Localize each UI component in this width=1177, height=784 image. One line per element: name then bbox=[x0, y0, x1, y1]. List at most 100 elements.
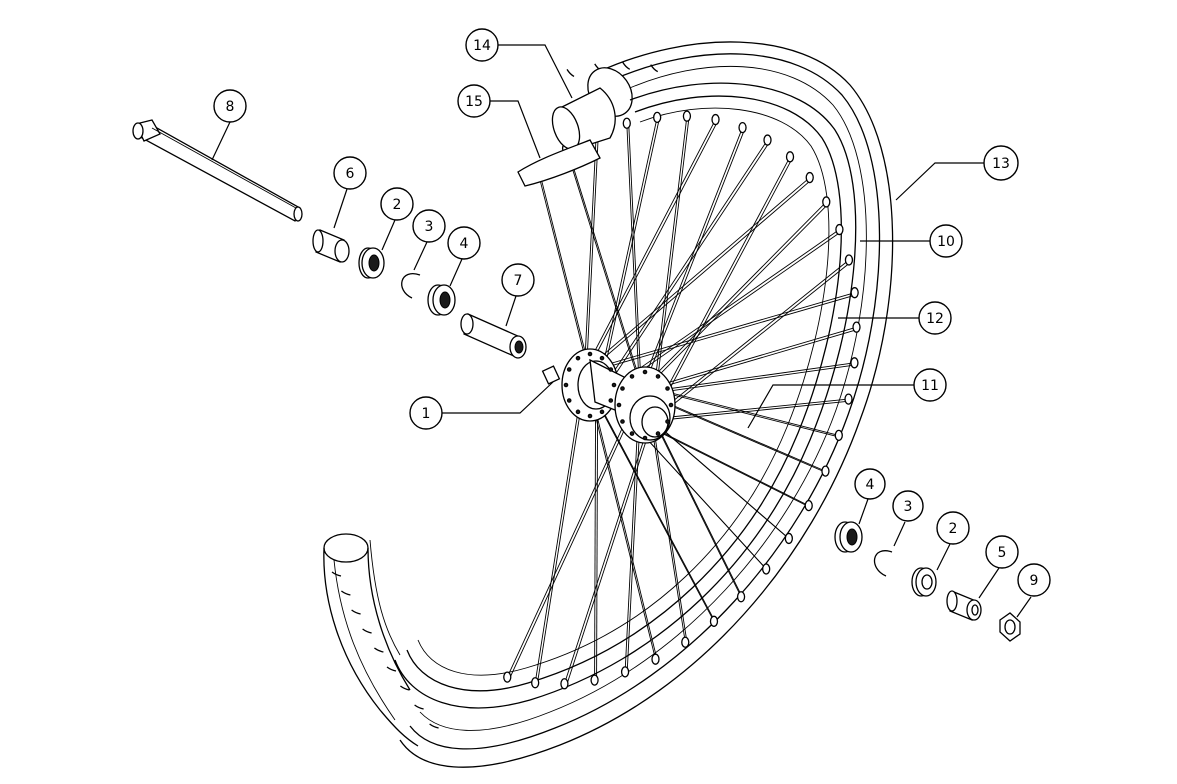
spoke bbox=[653, 421, 688, 644]
spoke bbox=[507, 391, 639, 677]
tread-mark bbox=[352, 610, 361, 614]
hub-hole bbox=[612, 383, 616, 387]
spoke-nipple bbox=[845, 394, 852, 404]
svg-text:2: 2 bbox=[393, 197, 402, 213]
svg-text:9: 9 bbox=[1030, 573, 1039, 589]
callout-7: 7 bbox=[502, 264, 534, 296]
tread-mark bbox=[363, 629, 372, 633]
spoke bbox=[653, 421, 791, 540]
spoke-nipple bbox=[710, 616, 717, 626]
svg-text:10: 10 bbox=[937, 234, 955, 250]
spoke-nipple bbox=[504, 672, 511, 682]
svg-text:4: 4 bbox=[866, 477, 875, 493]
bearing-4-upper bbox=[428, 285, 455, 315]
hub-hole bbox=[617, 403, 621, 407]
spoke-nipple bbox=[622, 667, 629, 677]
callout-15: 15 bbox=[458, 85, 490, 117]
circlip-3-lower bbox=[875, 551, 892, 576]
svg-text:1: 1 bbox=[422, 406, 431, 422]
callout-3-upper: 3 bbox=[413, 210, 445, 242]
tread-mark bbox=[651, 65, 658, 72]
spacer-5 bbox=[947, 591, 981, 620]
tread-mark bbox=[387, 667, 396, 671]
hub-hole bbox=[643, 370, 647, 374]
rim-tape-15 bbox=[518, 140, 600, 186]
hub-hole bbox=[588, 414, 592, 418]
callout-4-upper: 4 bbox=[448, 227, 480, 259]
spoke-nipple bbox=[845, 255, 852, 265]
spoke bbox=[586, 180, 811, 373]
svg-text:6: 6 bbox=[346, 166, 355, 182]
spokes bbox=[507, 116, 858, 686]
callout-13: 13 bbox=[984, 146, 1018, 180]
circlip-3-upper bbox=[402, 274, 420, 298]
hub-hole bbox=[567, 368, 571, 372]
spoke-nipple bbox=[738, 592, 745, 602]
hub-hole bbox=[609, 368, 613, 372]
leader-lines bbox=[212, 45, 1031, 617]
spoke-nipple bbox=[623, 118, 630, 128]
spoke-nipple bbox=[683, 111, 690, 121]
svg-text:12: 12 bbox=[926, 311, 944, 327]
hub-hole bbox=[588, 352, 592, 356]
spoke-nipple bbox=[785, 533, 792, 543]
spoke-nipple bbox=[739, 123, 746, 133]
spoke bbox=[566, 421, 652, 686]
spoke bbox=[641, 329, 858, 393]
spoke-nipple bbox=[835, 430, 842, 440]
spoke-nipple bbox=[763, 564, 770, 574]
svg-text:3: 3 bbox=[904, 499, 913, 515]
spoke-nipple bbox=[823, 197, 830, 207]
svg-text:7: 7 bbox=[514, 273, 523, 289]
spoke bbox=[595, 399, 596, 680]
hub-hole bbox=[630, 375, 634, 379]
svg-text:14: 14 bbox=[473, 38, 491, 54]
callout-10: 10 bbox=[930, 225, 962, 257]
hub bbox=[543, 349, 675, 443]
svg-text:2: 2 bbox=[949, 521, 958, 537]
callout-4-lower: 4 bbox=[855, 469, 885, 499]
hub-hole bbox=[621, 420, 625, 424]
spoke-nipple bbox=[806, 173, 813, 183]
callout-6: 6 bbox=[334, 157, 366, 189]
spoke-nipple bbox=[851, 288, 858, 298]
svg-text:3: 3 bbox=[425, 219, 434, 235]
svg-text:8: 8 bbox=[226, 99, 235, 115]
spoke-nipple bbox=[712, 115, 719, 125]
callout-14: 14 bbox=[466, 29, 498, 61]
hub-hole bbox=[609, 399, 613, 403]
spoke bbox=[651, 157, 790, 419]
spoke bbox=[629, 125, 642, 393]
spoke-nipple bbox=[805, 501, 812, 511]
callout-11: 11 bbox=[914, 369, 946, 401]
callout-5: 5 bbox=[986, 536, 1018, 568]
hub-hole bbox=[643, 436, 647, 440]
seal-2-lower bbox=[912, 568, 936, 596]
hub-hole bbox=[656, 375, 660, 379]
spacer-6 bbox=[313, 230, 349, 262]
hub-hole bbox=[656, 432, 660, 436]
callout-2-upper: 2 bbox=[381, 188, 413, 220]
tread-mark bbox=[332, 572, 341, 576]
svg-text:15: 15 bbox=[465, 94, 483, 110]
spoke-nipple bbox=[764, 135, 771, 145]
spoke bbox=[584, 178, 809, 371]
callout-3-lower: 3 bbox=[893, 491, 923, 521]
bearing-2-upper bbox=[359, 248, 384, 278]
hub-hole bbox=[666, 387, 670, 391]
callout-1: 1 bbox=[410, 397, 442, 429]
spoke-nipple bbox=[654, 112, 661, 122]
tread-mark bbox=[341, 591, 350, 595]
spoke bbox=[586, 136, 598, 373]
spoke-nipples bbox=[504, 111, 860, 689]
tread-mark bbox=[415, 705, 424, 709]
spoke-nipple bbox=[682, 637, 689, 647]
hub-hole bbox=[600, 356, 604, 360]
spoke bbox=[584, 134, 596, 371]
tread-mark bbox=[623, 62, 630, 69]
spoke-nipple bbox=[822, 466, 829, 476]
tread-mark bbox=[374, 648, 383, 652]
callout-2-lower: 2 bbox=[937, 512, 969, 544]
